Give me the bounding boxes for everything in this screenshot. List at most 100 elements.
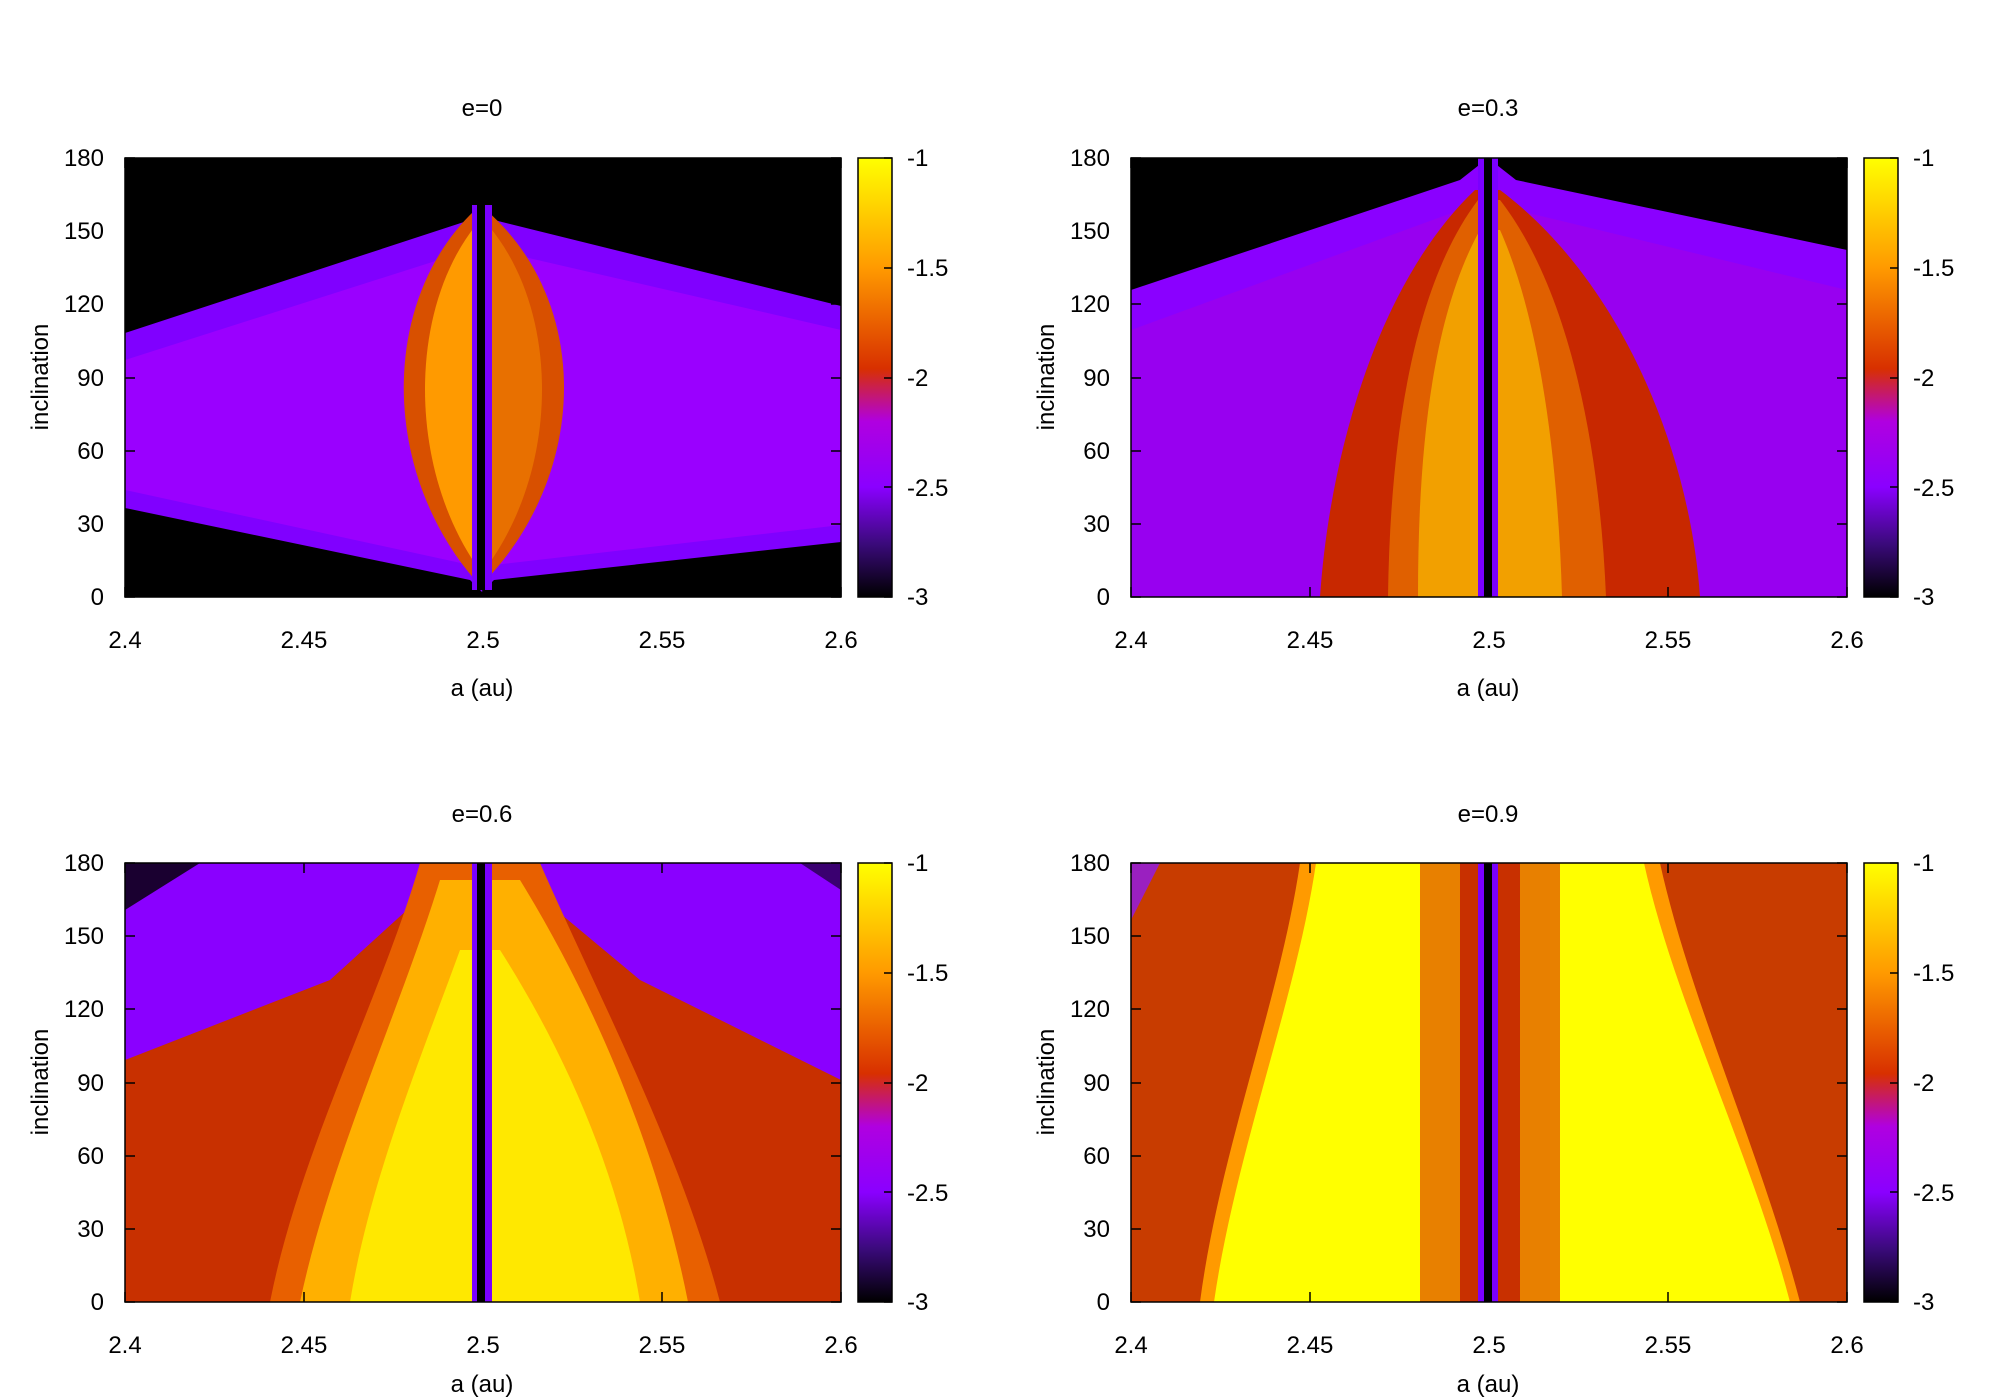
panel-title: e=0.6 (452, 801, 513, 828)
panel-title: e=0 (462, 95, 503, 122)
colorbar-tick-label: -1.5 (1913, 255, 1954, 282)
y-tick-label: 150 (1070, 218, 1110, 245)
colorbar-tick-label: -2.5 (907, 1180, 948, 1207)
y-axis: 0 30 60 90 120 150 180 inclination (1033, 145, 1110, 611)
panel-e09: e=0.9 2.4 2.45 2.5 2.55 2.6 a (au) 0 30 … (1033, 801, 1954, 1398)
x-tick-label: 2.45 (281, 627, 328, 654)
heatmap-resonance-line (1484, 863, 1492, 1302)
x-tick-label: 2.5 (466, 627, 499, 654)
y-tick-label: 180 (1070, 145, 1110, 172)
y-tick-label: 180 (64, 850, 104, 877)
y-tick-label: 30 (77, 1216, 104, 1243)
heatmap-resonance-line (477, 863, 485, 1302)
heatmap-violet-corner (1131, 863, 1160, 920)
colorbar: -3 -2.5 -2 -1.5 -1 (1863, 850, 1954, 1316)
y-tick-label: 60 (77, 1143, 104, 1170)
x-axis: 2.4 2.45 2.5 2.55 2.6 a (au) (108, 627, 857, 702)
y-tick-label: 30 (1083, 1216, 1110, 1243)
x-tick-label: 2.5 (1472, 627, 1505, 654)
colorbar-tick-label: -2 (1913, 1070, 1934, 1097)
colorbar-tick-label: -2 (907, 1070, 928, 1097)
x-tick-label: 2.55 (639, 627, 686, 654)
heatmap (1131, 863, 1847, 1302)
x-tick-label: 2.55 (639, 1332, 686, 1359)
y-axis-label: inclination (1033, 324, 1060, 431)
heatmap-lens-left-core (425, 225, 476, 565)
y-tick-label: 90 (1083, 1070, 1110, 1097)
y-tick-label: 120 (64, 996, 104, 1023)
colorbar-tick-label: -3 (907, 584, 928, 611)
tick-marks-panel-3 (124, 862, 892, 1303)
colorbar-tick-label: -3 (1913, 584, 1934, 611)
y-tick-label: 0 (1097, 584, 1110, 611)
heatmap-black-corner-left (125, 863, 200, 910)
colorbar-tick-label: -2.5 (907, 475, 948, 502)
tick-marks (124, 157, 1898, 1303)
x-tick-label: 2.5 (466, 1332, 499, 1359)
y-tick-label: 150 (64, 218, 104, 245)
colorbar-tick-label: -2.5 (1913, 475, 1954, 502)
x-tick-label: 2.55 (1645, 627, 1692, 654)
y-axis-label: inclination (27, 1029, 54, 1136)
x-tick-label: 2.4 (108, 1332, 141, 1359)
colorbar-tick-label: -3 (1913, 1289, 1934, 1316)
colorbar: -3 -2.5 -2 -1.5 -1 (857, 145, 948, 611)
y-tick-label: 60 (1083, 438, 1110, 465)
x-tick-label: 2.4 (1114, 627, 1147, 654)
colorbar-tick-label: -1 (907, 850, 928, 877)
x-tick-label: 2.6 (824, 627, 857, 654)
x-tick-label: 2.45 (1287, 1332, 1334, 1359)
colorbar-tick-label: -1.5 (1913, 960, 1954, 987)
y-tick-label: 180 (1070, 850, 1110, 877)
y-axis: 0 30 60 90 120 150 180 inclination (1033, 850, 1110, 1316)
x-axis: 2.4 2.45 2.5 2.55 2.6 a (au) (1114, 627, 1863, 702)
y-tick-label: 150 (1070, 923, 1110, 950)
y-tick-label: 60 (77, 438, 104, 465)
colorbar-tick-label: -1.5 (907, 255, 948, 282)
y-tick-label: 180 (64, 145, 104, 172)
y-tick-label: 30 (77, 511, 104, 538)
y-axis: 0 30 60 90 120 150 180 inclination (27, 145, 104, 611)
tick-marks-panel-1 (124, 157, 892, 598)
x-tick-label: 2.45 (1287, 627, 1334, 654)
tick-marks-panel-4 (1130, 862, 1898, 1303)
colorbar-tick-label: -2 (907, 365, 928, 392)
y-tick-label: 90 (77, 365, 104, 392)
x-tick-label: 2.4 (108, 627, 141, 654)
colorbar-tick-label: -1 (907, 145, 928, 172)
panel-title: e=0.9 (1458, 801, 1519, 828)
panel-e0: e=0 2.4 2.45 2.5 2.55 2.6 a (au) 0 30 60… (27, 95, 948, 702)
colorbar-tick-label: -1 (1913, 145, 1934, 172)
colorbar-tick-label: -3 (907, 1289, 928, 1316)
y-tick-label: 120 (64, 291, 104, 318)
heatmap-resonance-line (477, 205, 485, 590)
y-tick-label: 30 (1083, 511, 1110, 538)
heatmap-bright-core (350, 950, 640, 1302)
y-axis-label: inclination (27, 324, 54, 431)
x-axis-label: a (au) (1457, 1371, 1520, 1398)
x-tick-label: 2.55 (1645, 1332, 1692, 1359)
colorbar-tick-label: -2.5 (1913, 1180, 1954, 1207)
y-tick-label: 150 (64, 923, 104, 950)
y-tick-label: 0 (91, 1289, 104, 1316)
y-tick-label: 60 (1083, 1143, 1110, 1170)
y-tick-label: 90 (77, 1070, 104, 1097)
heatmap-resonance-line (1484, 158, 1492, 597)
panel-title: e=0.3 (1458, 95, 1519, 122)
panel-e06: e=0.6 2.4 2.45 2.5 2.55 2.6 a (au) 0 30 … (27, 801, 948, 1398)
y-tick-label: 120 (1070, 291, 1110, 318)
colorbar-tick-label: -2 (1913, 365, 1934, 392)
y-axis: 0 30 60 90 120 150 180 inclination (27, 850, 104, 1316)
x-axis-label: a (au) (451, 1371, 514, 1398)
y-axis-label: inclination (1033, 1029, 1060, 1136)
x-tick-label: 2.6 (1830, 627, 1863, 654)
x-axis-label: a (au) (1457, 675, 1520, 702)
x-tick-label: 2.45 (281, 1332, 328, 1359)
x-axis-label: a (au) (451, 675, 514, 702)
y-tick-label: 0 (91, 584, 104, 611)
y-tick-label: 120 (1070, 996, 1110, 1023)
colorbar: -3 -2.5 -2 -1.5 -1 (857, 850, 948, 1316)
x-tick-label: 2.6 (1830, 1332, 1863, 1359)
heatmap (125, 863, 841, 1302)
x-axis: 2.4 2.45 2.5 2.55 2.6 a (au) (108, 1332, 857, 1398)
